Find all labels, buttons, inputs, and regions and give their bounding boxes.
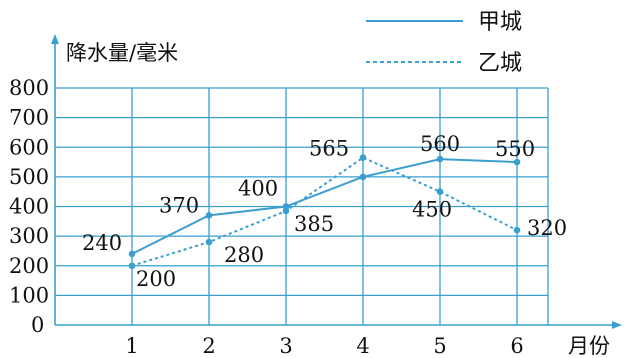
data-label: 370 (159, 193, 199, 217)
data-label: 450 (412, 198, 452, 222)
x-tick-label: 2 (202, 334, 215, 358)
data-label: 565 (309, 137, 349, 161)
x-tick-label: 4 (356, 334, 369, 358)
data-point-series-2 (128, 262, 136, 270)
legend: 甲城 乙城 (366, 10, 522, 76)
data-point-series-1 (359, 173, 367, 181)
y-tick-label: 500 (9, 165, 49, 189)
data-label: 400 (238, 177, 278, 201)
data-label: 385 (294, 212, 334, 236)
x-tick-label: 6 (510, 334, 523, 358)
y-tick-label: 600 (9, 135, 49, 159)
grid (55, 87, 549, 325)
data-label: 320 (527, 216, 567, 240)
data-point-series-1 (513, 158, 521, 166)
x-tick-label: 1 (125, 334, 138, 358)
axes (51, 34, 622, 329)
series (128, 154, 521, 270)
series-line-1 (131, 158, 518, 255)
x-axis-label: 月份 (568, 334, 610, 358)
data-point-series-1 (128, 250, 136, 258)
x-axis-arrow (612, 321, 622, 329)
data-point-series-1 (436, 155, 444, 163)
legend-label-series-1: 甲城 (478, 10, 522, 35)
data-label: 550 (495, 137, 535, 161)
y-axis-arrow (51, 34, 59, 44)
data-labels: 240 370 400 560 550 200 280 385 565 450 320 (82, 132, 567, 291)
data-label: 200 (136, 267, 176, 291)
data-label: 560 (420, 132, 460, 156)
y-tick-label: 700 (9, 106, 49, 130)
y-tick-label: 400 (9, 195, 49, 219)
legend-label-series-2: 乙城 (478, 51, 522, 76)
x-tick-label: 3 (279, 334, 292, 358)
data-point-series-2 (205, 238, 213, 246)
tick-labels: 0 100 200 300 400 500 600 700 800 1 2 3 4 5 6 (9, 76, 524, 358)
data-label: 240 (82, 231, 122, 255)
data-point-series-2 (513, 226, 521, 234)
data-point-series-1 (205, 212, 213, 219)
data-point-series-2 (282, 207, 290, 215)
y-axis-label: 降水量/毫米 (66, 41, 178, 65)
y-tick-label: 800 (9, 76, 49, 100)
y-tick-label: 300 (9, 224, 49, 248)
y-tick-label: 100 (9, 283, 49, 307)
y-tick-label: 0 (31, 313, 44, 337)
x-tick-label: 5 (433, 334, 446, 358)
data-point-series-2 (359, 154, 367, 161)
data-point-series-2 (436, 188, 444, 195)
y-tick-label: 200 (9, 254, 49, 278)
data-label: 280 (224, 243, 264, 267)
series-line-2 (131, 156, 518, 267)
